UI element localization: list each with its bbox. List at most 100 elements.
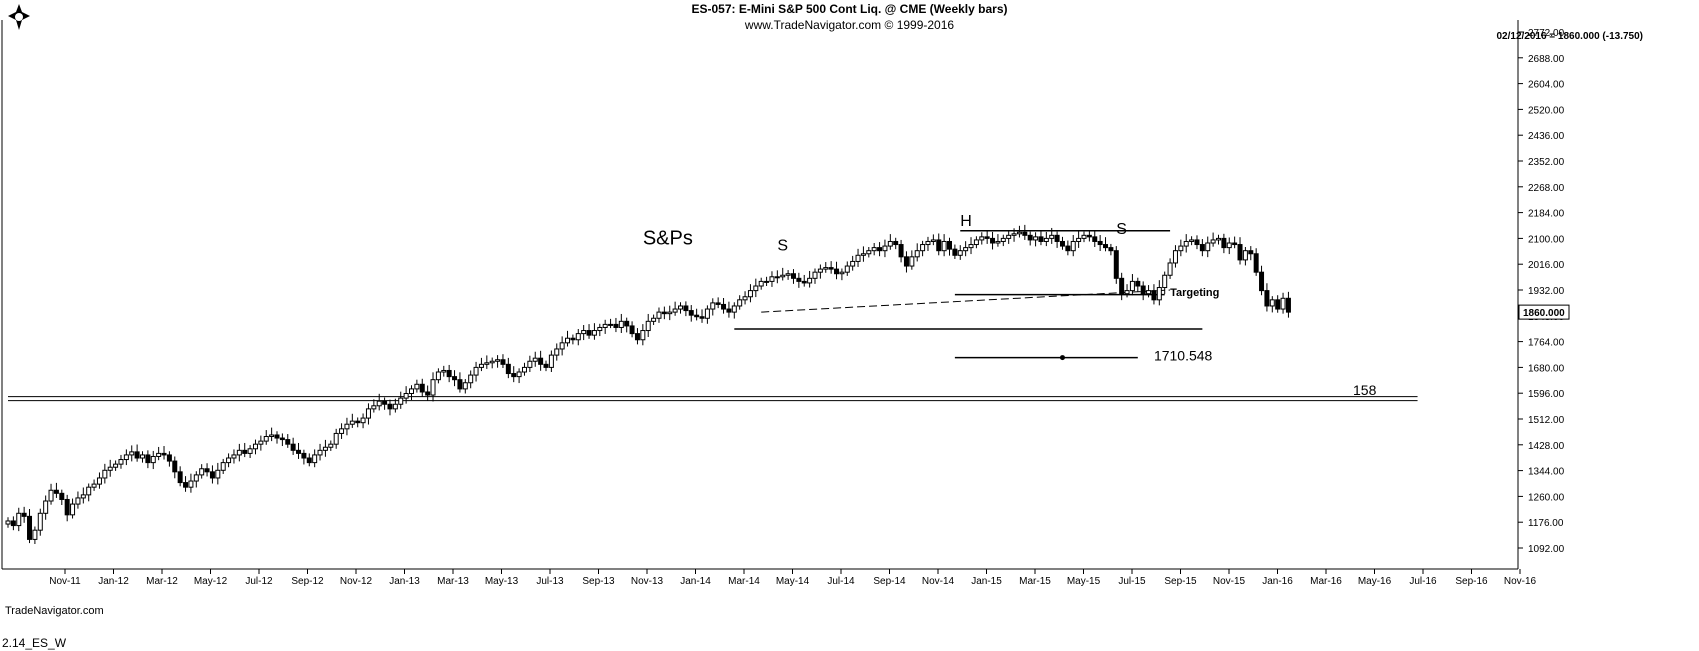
price-bar [371, 399, 377, 413]
price-bar [1226, 237, 1232, 255]
chart-annotation: S [777, 238, 788, 255]
price-bar [473, 361, 479, 382]
drawing-lines [8, 229, 1418, 402]
y-tick-label: 2772.00 [1528, 28, 1565, 39]
price-bar [903, 251, 909, 273]
x-tick-label: Nov-13 [631, 576, 664, 587]
price-bar [1065, 240, 1071, 256]
chart-title: ES-057: E-Mini S&P 500 Cont Liq. @ CME (… [691, 2, 1008, 16]
price-bar [226, 453, 232, 468]
price-bar [570, 334, 576, 345]
price-bar [446, 364, 452, 383]
y-tick-label: 1176.00 [1528, 518, 1564, 529]
price-bar [70, 498, 76, 519]
price-bar [263, 430, 269, 445]
price-bar [866, 247, 872, 258]
trade-navigator-logo-icon [4, 2, 34, 32]
price-bar [1033, 232, 1039, 247]
price-bar [1285, 291, 1291, 318]
chart-annotation: H [960, 213, 972, 230]
price-bar [53, 482, 59, 498]
x-tick-label: Nov-11 [49, 576, 81, 587]
price-bar [807, 270, 813, 288]
y-tick-label: 2016.00 [1528, 260, 1565, 271]
price-bar [1097, 235, 1103, 251]
price-bar [613, 317, 619, 333]
price-bar [914, 243, 920, 262]
price-bar [1264, 283, 1270, 312]
price-bar [742, 291, 748, 305]
price-bar [1140, 281, 1146, 301]
y-tick-label: 2604.00 [1528, 80, 1565, 91]
price-bar [651, 314, 657, 326]
price-bar [1000, 234, 1006, 247]
price-bar [801, 274, 807, 287]
price-bar [774, 270, 780, 284]
price-bar [1280, 292, 1286, 314]
price-bar [478, 357, 484, 372]
price-bar [850, 255, 856, 271]
price-bar [484, 355, 490, 369]
price-bar [941, 234, 947, 257]
price-bar [1011, 228, 1017, 242]
y-tick-label: 1092.00 [1528, 544, 1565, 555]
price-bar [532, 351, 538, 367]
price-bar [1113, 246, 1119, 284]
price-bar [538, 350, 544, 371]
price-bar [306, 453, 312, 467]
price-bars [5, 224, 1291, 545]
price-bar [430, 372, 436, 402]
price-bar [715, 297, 721, 309]
price-bar [387, 399, 393, 416]
price-bar [204, 463, 210, 477]
price-bar [521, 362, 527, 376]
price-bar [790, 269, 796, 284]
price-bar [166, 451, 172, 467]
x-tick-label: Jul-15 [1118, 576, 1146, 587]
price-bar [812, 268, 818, 284]
price-bar [516, 368, 522, 384]
price-bar [1081, 231, 1087, 243]
price-bar [1151, 284, 1157, 305]
price-bar [823, 262, 829, 273]
price-bar [360, 413, 366, 429]
price-bar [893, 237, 899, 250]
price-bar [489, 357, 495, 369]
price-bar [634, 328, 640, 345]
price-bar [1092, 231, 1098, 247]
price-bar [936, 233, 942, 256]
price-bar [1022, 224, 1028, 240]
price-bar [252, 439, 258, 455]
price-bar [96, 472, 102, 489]
price-bar [183, 476, 189, 492]
price-bar [656, 307, 662, 323]
price-bar [414, 379, 420, 393]
y-tick-label: 2184.00 [1528, 209, 1565, 220]
price-bar [457, 372, 463, 393]
watermark: TradeNavigator.com [5, 605, 104, 617]
price-bar [882, 239, 888, 258]
price-bar [317, 443, 323, 461]
price-bar [344, 417, 350, 436]
price-bar [721, 297, 727, 314]
price-bar [376, 393, 382, 411]
price-bar [753, 278, 759, 298]
price-bar [215, 462, 221, 485]
price-bar [296, 442, 302, 459]
price-bar [957, 245, 963, 260]
price-bar [145, 450, 151, 469]
last-price-label: 1860.000 [1523, 308, 1565, 319]
price-bar [333, 428, 339, 449]
y-tick-label: 2520.00 [1528, 105, 1565, 116]
price-bar [468, 370, 474, 389]
price-bar [511, 366, 517, 383]
price-bar [565, 330, 571, 347]
price-bar [1167, 258, 1173, 279]
price-bar [527, 355, 533, 373]
price-bar [839, 268, 845, 281]
price-bar [640, 324, 646, 346]
x-tick-label: May-15 [1067, 576, 1101, 587]
y-tick-label: 1344.00 [1528, 467, 1565, 478]
price-bar [726, 301, 732, 318]
